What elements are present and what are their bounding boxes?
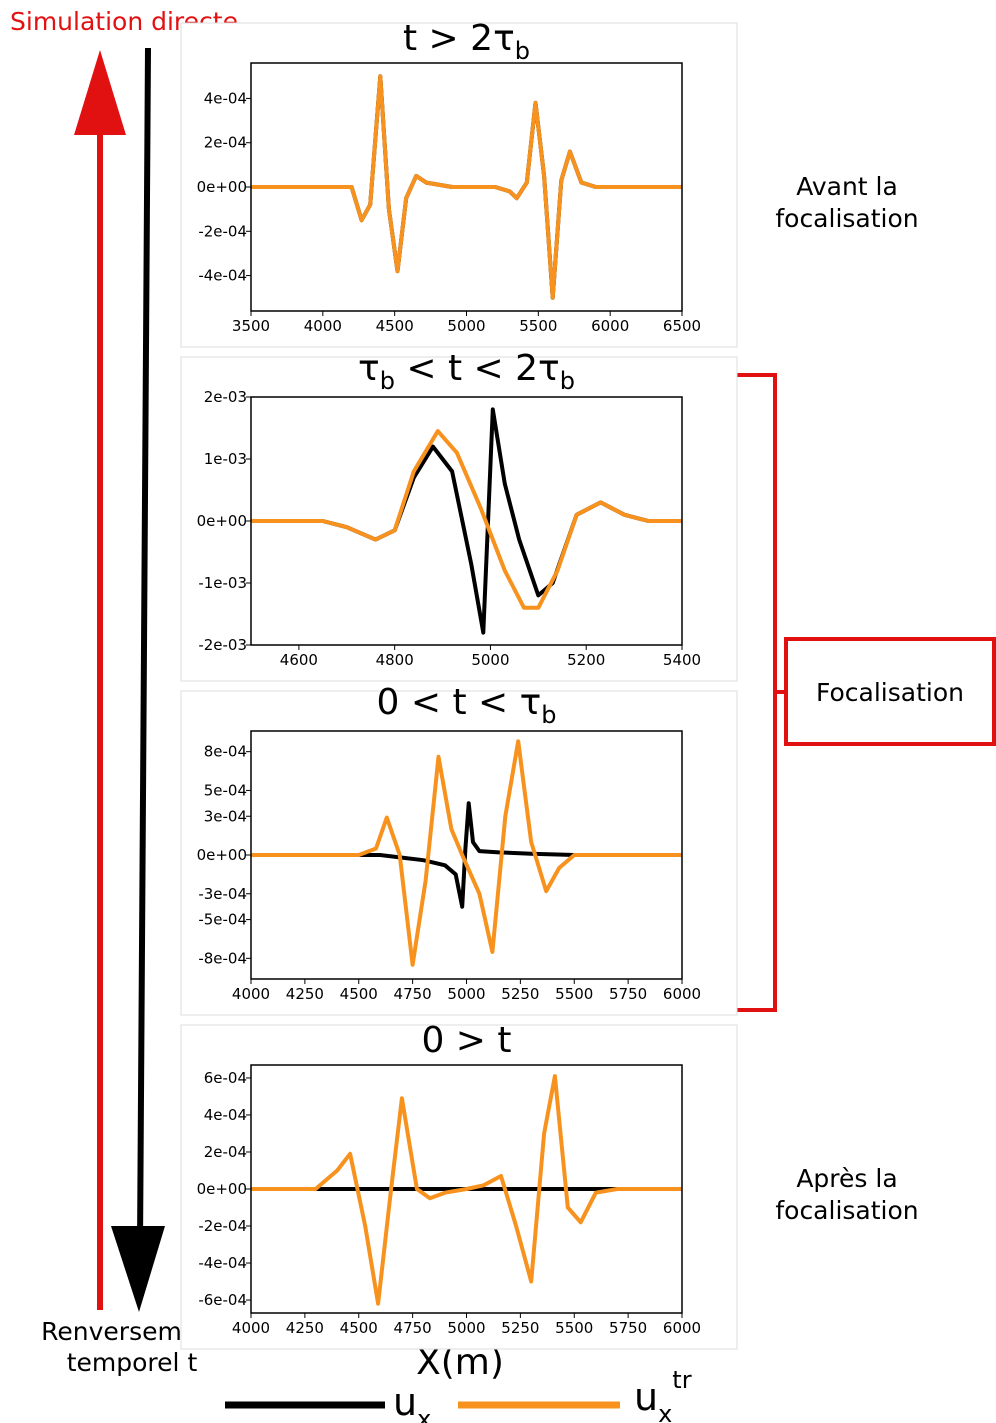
y-tick-label: 4e-04 (204, 89, 247, 107)
chart-panel-3: 0 < t < τb 4000 4250 4500 4750 5000 5250 5500 57… (180, 682, 738, 1016)
x-tick-label: 5000 (447, 985, 485, 1003)
chart-title: 0 < t < τb (376, 682, 556, 729)
time-reversal-label-2: temporel t (67, 1348, 198, 1377)
after-focus-label-2: focalisation (775, 1196, 918, 1225)
series-uxtr-line (251, 1074, 682, 1306)
chart-title: t > 2τb (403, 18, 530, 65)
x-tick-label: 4000 (304, 317, 342, 335)
series-ux-line (251, 801, 682, 909)
x-tick-label: 4000 (232, 1319, 270, 1337)
y-tick-label: 2e-03 (204, 388, 247, 406)
chart-title: 0 > t (421, 1020, 511, 1061)
x-tick-label: 5200 (567, 651, 605, 669)
y-tick-label: -3e-04 (198, 885, 247, 903)
y-tick-label: 8e-04 (204, 743, 247, 761)
focus-box (784, 637, 996, 746)
y-tick-label: 1e-03 (204, 450, 247, 468)
x-tick-label: 5000 (447, 1319, 485, 1337)
y-tick-label: 0e+00 (197, 846, 247, 864)
chart-title: τb < t < 2τb (358, 348, 575, 395)
y-tick-label: -5e-04 (198, 911, 247, 929)
x-tick-label: 4500 (340, 1319, 378, 1337)
legend-uxtr-label: uxtr (634, 1366, 692, 1423)
chart-panel-1: t > 2τb 3500 4000 4500 5000 5500 6000 6500 4e-04… (180, 18, 738, 348)
x-tick-label: 4500 (340, 985, 378, 1003)
x-tick-label: 6500 (663, 317, 701, 335)
y-tick-label: -8e-04 (198, 949, 247, 967)
x-tick-label: 6000 (591, 317, 629, 335)
legend: ux uxtr (225, 1366, 692, 1423)
x-tick-label: 4250 (286, 985, 324, 1003)
direct-simulation-arrow (74, 50, 126, 1310)
y-tick-label: 0e+00 (197, 1180, 247, 1198)
y-tick-label: 4e-04 (204, 1106, 247, 1124)
y-tick-label: 0e+00 (197, 512, 247, 530)
x-tick-label: 5750 (609, 985, 647, 1003)
x-tick-label: 5750 (609, 1319, 647, 1337)
focus-box-label: Focalisation (816, 678, 964, 707)
x-tick-label: 5250 (501, 1319, 539, 1337)
y-tick-label: 6e-04 (204, 1069, 247, 1087)
y-tick-label: -2e-04 (198, 222, 247, 240)
y-tick-label: -2e-04 (198, 1217, 247, 1235)
series-uxtr-line (251, 739, 682, 967)
x-tick-label: 5000 (447, 317, 485, 335)
y-tick-label: -4e-04 (198, 1254, 247, 1272)
x-tick-label: 4750 (394, 1319, 432, 1337)
chart-panel-2: τb < t < 2τb 4600 4800 5000 5200 5400 2e-03 1e-… (180, 348, 738, 682)
x-tick-label: 4000 (232, 985, 270, 1003)
y-tick-label: 2e-04 (204, 1143, 247, 1161)
x-tick-label: 5500 (555, 1319, 593, 1337)
series-uxtr-line (251, 74, 682, 300)
chart-panel-4: 0 > t 4000 4250 4500 4750 5000 5250 5500 5750 600… (180, 1020, 738, 1350)
before-focus-label-1: Avant la (796, 172, 898, 201)
focus-bracket: Focalisation (670, 373, 996, 1012)
y-tick-label: -2e-03 (198, 636, 247, 654)
series-uxtr-line (251, 429, 682, 610)
y-tick-label: -1e-03 (198, 574, 247, 592)
y-tick-label: -6e-04 (198, 1291, 247, 1309)
x-tick-label: 4600 (280, 651, 318, 669)
x-tick-label: 6000 (663, 1319, 701, 1337)
x-tick-label: 3500 (232, 317, 270, 335)
y-tick-label: 5e-04 (204, 781, 247, 799)
x-tick-label: 6000 (663, 985, 701, 1003)
x-tick-label: 4250 (286, 1319, 324, 1337)
x-tick-label: 5400 (663, 651, 701, 669)
x-tick-label: 5250 (501, 985, 539, 1003)
y-tick-label: -4e-04 (198, 267, 247, 285)
x-tick-label: 4500 (376, 317, 414, 335)
time-reversal-arrow (111, 47, 165, 1312)
x-tick-label: 5500 (519, 317, 557, 335)
y-tick-label: 0e+00 (197, 178, 247, 196)
x-tick-label: 4750 (394, 985, 432, 1003)
legend-ux-label: ux (393, 1380, 431, 1423)
y-tick-label: 3e-04 (204, 807, 247, 825)
y-tick-label: 2e-04 (204, 134, 247, 152)
x-tick-label: 5000 (471, 651, 509, 669)
after-focus-label-1: Après la (796, 1164, 897, 1193)
chart-panels: t > 2τb 3500 4000 4500 5000 5500 6000 6500 4e-04… (180, 18, 738, 1350)
x-tick-label: 5500 (555, 985, 593, 1003)
x-tick-label: 4800 (376, 651, 414, 669)
before-focus-label-2: focalisation (775, 204, 918, 233)
